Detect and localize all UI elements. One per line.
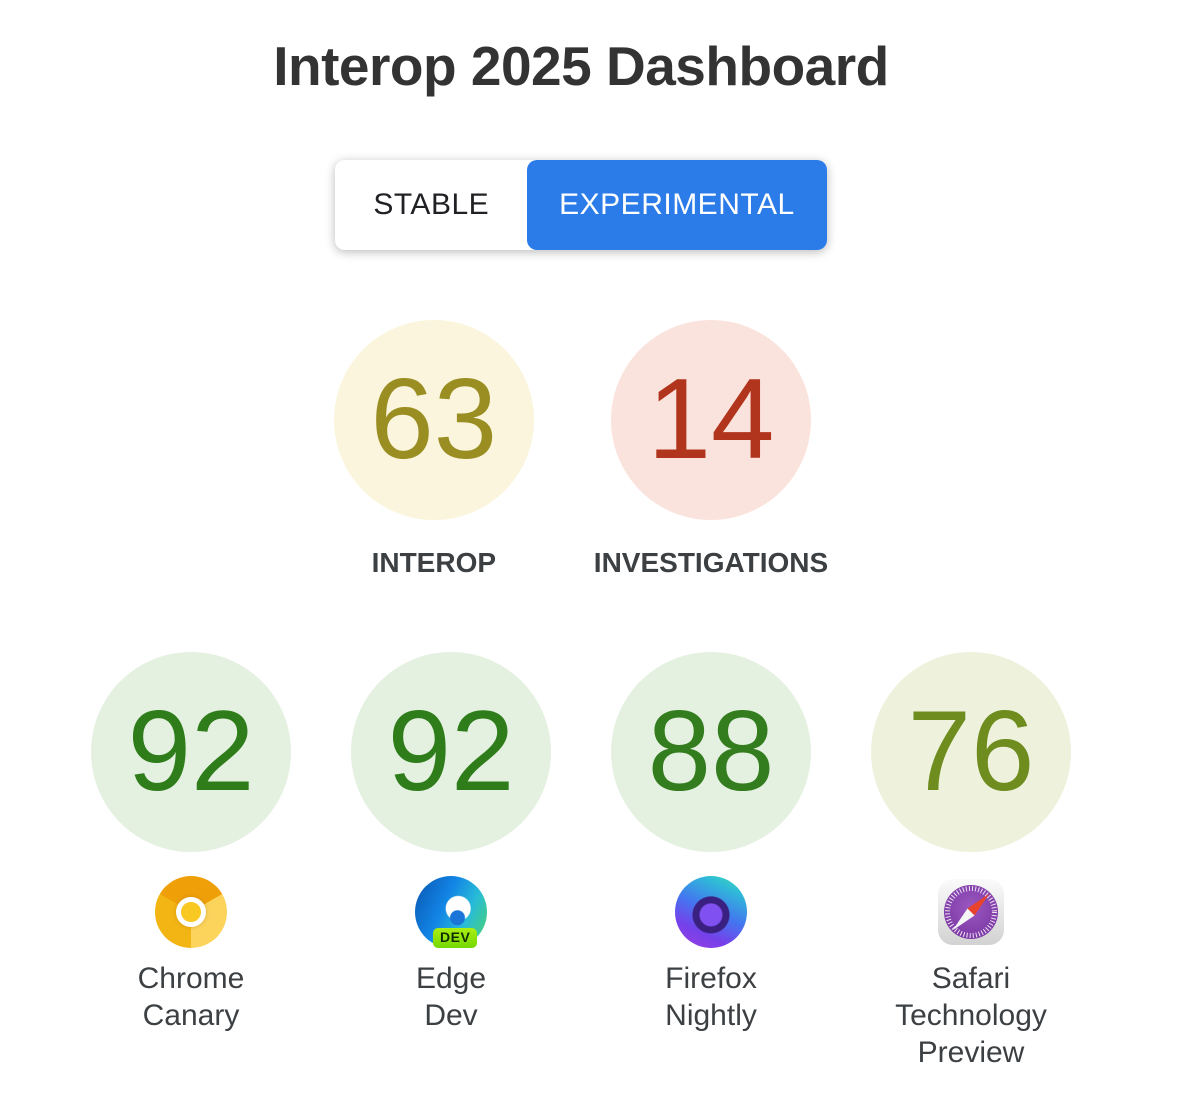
browser-name-safari-technology-preview: Safari Technology Preview (895, 962, 1047, 1069)
browser-block-safari-technology-preview: 76 (871, 652, 1071, 1071)
interop-score-label: INTEROP (371, 547, 497, 578)
investigations-score-block: 14 INVESTIGATIONS (594, 320, 828, 580)
firefox-nightly-score-circle: 88 (611, 652, 811, 852)
channel-toggle-row: STABLE EXPERIMENTAL (0, 160, 1162, 250)
dev-badge: DEV (433, 927, 478, 948)
investigations-score-value: 14 (647, 356, 775, 483)
edge-dev-score-circle: 92 (351, 652, 551, 852)
chrome-canary-score-circle: 92 (91, 652, 291, 852)
safari-technology-preview-icon (938, 879, 1004, 945)
investigations-score-circle: 14 (610, 320, 811, 520)
edge-dev-score-value: 92 (387, 688, 515, 815)
browser-name-firefox-nightly: Firefox Nightly (665, 962, 757, 1032)
stable-tab[interactable]: STABLE (335, 160, 528, 250)
experimental-tab[interactable]: EXPERIMENTAL (527, 160, 827, 250)
browser-block-chrome-canary: 92 Chrome Canary (91, 652, 291, 1034)
firefox-nightly-icon (675, 876, 747, 948)
summary-scores: 63 INTEROP 14 INVESTIGATIONS (0, 320, 1162, 580)
chrome-canary-icon (155, 876, 227, 948)
safari-technology-preview-score-circle: 76 (871, 652, 1071, 852)
investigations-score-label: INVESTIGATIONS (593, 547, 829, 578)
interop-score-value: 63 (370, 356, 498, 483)
firefox-nightly-score-value: 88 (647, 688, 775, 815)
interop-score-block: 63 INTEROP (333, 320, 534, 580)
browser-name-chrome-canary: Chrome Canary (137, 962, 245, 1032)
browser-block-firefox-nightly: 88 Firefox Nightly (611, 652, 811, 1034)
channel-toggle: STABLE EXPERIMENTAL (335, 160, 827, 250)
edge-dev-icon: DEV (415, 876, 487, 948)
interop-score-circle: 63 (333, 320, 534, 520)
browser-scores: 92 Chrome Canary 92 DEV Edge Dev 88 Fire… (0, 652, 1162, 1071)
chrome-hub-shape (176, 897, 206, 927)
browser-name-edge-dev: Edge Dev (415, 962, 487, 1032)
interop-dashboard: Interop 2025 Dashboard STABLE EXPERIMENT… (0, 34, 1162, 1071)
chrome-canary-score-value: 92 (127, 688, 255, 815)
browser-block-edge-dev: 92 DEV Edge Dev (351, 652, 551, 1034)
page-title: Interop 2025 Dashboard (273, 35, 889, 97)
safari-technology-preview-score-value: 76 (907, 688, 1035, 815)
